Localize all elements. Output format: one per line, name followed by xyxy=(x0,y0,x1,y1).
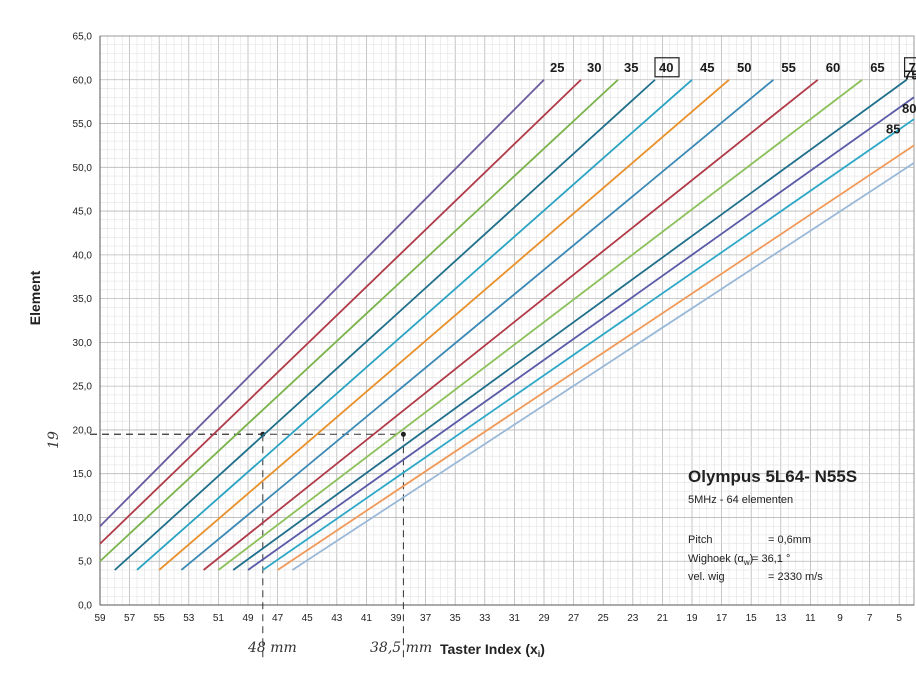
x-tick-label: 19 xyxy=(686,613,698,624)
series-line xyxy=(203,79,819,571)
x-tick-label: 17 xyxy=(716,613,728,624)
y-tick-label: 0,0 xyxy=(78,601,92,612)
series-label-75: 75 xyxy=(904,67,916,82)
x-tick-label: 27 xyxy=(568,613,580,624)
x-tick-label: 57 xyxy=(124,613,136,624)
series-label-30: 30 xyxy=(587,60,601,75)
series-line xyxy=(99,79,582,545)
y-tick-label: 65,0 xyxy=(73,32,93,43)
x-tick-label: 23 xyxy=(627,613,639,624)
x-tick-label: 51 xyxy=(213,613,225,624)
spec-angle-value: = 36,1 ° xyxy=(752,553,790,565)
y-tick-label: 55,0 xyxy=(73,119,93,130)
series-line xyxy=(114,79,656,571)
spec-angle-label: Wighoek (αw) xyxy=(688,553,753,567)
y-tick-label: 50,0 xyxy=(73,163,93,174)
series-label-60: 60 xyxy=(826,60,840,75)
handwritten-x-mark-1: 48 mm xyxy=(247,640,297,656)
y-tick-label: 30,0 xyxy=(73,338,93,349)
series-line xyxy=(262,118,915,571)
series-line xyxy=(136,79,693,571)
series-label-55: 55 xyxy=(781,60,795,75)
spec-pitch-label: Pitch xyxy=(688,534,712,546)
x-tick-label: 25 xyxy=(598,613,610,624)
series-line xyxy=(247,96,915,571)
series-line xyxy=(99,79,545,527)
series-line xyxy=(217,79,863,571)
series-label-70: 70 xyxy=(909,60,916,75)
spec-velocity-value: = 2330 m/s xyxy=(768,571,823,583)
x-tick-label: 47 xyxy=(272,613,284,624)
y-tick-label: 40,0 xyxy=(73,250,93,261)
y-tick-label: 20,0 xyxy=(73,425,93,436)
x-tick-label: 59 xyxy=(94,613,106,624)
x-tick-label: 41 xyxy=(361,613,373,624)
series-labels: 25303540455055606570758085 xyxy=(550,57,916,136)
guide-point xyxy=(400,431,406,437)
x-tick-label: 45 xyxy=(302,613,314,624)
x-tick-label: 43 xyxy=(331,613,343,624)
series-label-box xyxy=(654,57,680,78)
x-tick-label: 21 xyxy=(657,613,669,624)
x-tick-label: 39 xyxy=(390,613,402,624)
series-label-40: 40 xyxy=(659,60,673,75)
handwritten-y-mark: 19 xyxy=(46,431,62,449)
x-tick-label: 15 xyxy=(746,613,758,624)
y-tick-label: 10,0 xyxy=(73,513,93,524)
y-axis-title: Element xyxy=(27,270,43,325)
x-tick-label: 5 xyxy=(896,613,902,624)
series-label-80: 80 xyxy=(902,101,916,116)
x-tick-label: 53 xyxy=(183,613,195,624)
info-box: Olympus 5L64- N55S 5MHz - 64 elementen P… xyxy=(688,467,857,583)
series-label-45: 45 xyxy=(700,60,714,75)
y-tick-label: 5,0 xyxy=(78,557,92,568)
series-line xyxy=(158,79,730,571)
series-label-50: 50 xyxy=(737,60,751,75)
x-tick-label: 33 xyxy=(479,613,491,624)
chart-title: Olympus 5L64- N55S xyxy=(688,467,857,486)
series-label-85: 85 xyxy=(886,121,900,136)
y-tick-label: 35,0 xyxy=(73,294,93,305)
spec-pitch-value: = 0,6mm xyxy=(768,534,811,546)
spec-velocity-label: vel. wig xyxy=(688,571,725,583)
series-label-box xyxy=(903,57,916,78)
series-line xyxy=(291,162,915,571)
x-tick-label: 49 xyxy=(242,613,254,624)
x-tick-label: 13 xyxy=(775,613,787,624)
series-label-35: 35 xyxy=(624,60,638,75)
chart-subtitle: 5MHz - 64 elementen xyxy=(688,494,793,506)
y-tick-label: 15,0 xyxy=(73,469,93,480)
x-tick-label: 31 xyxy=(509,613,521,624)
handwritten-x-mark-2: 38,5 mm xyxy=(370,640,432,656)
x-tick-label: 11 xyxy=(805,613,816,624)
series-line xyxy=(277,144,915,571)
x-axis-title: Taster Index (xi) xyxy=(440,641,545,659)
x-tick-label: 37 xyxy=(420,613,432,624)
series-line xyxy=(232,79,908,571)
x-tick-label: 35 xyxy=(450,613,462,624)
y-tick-label: 25,0 xyxy=(73,382,93,393)
series-lines xyxy=(99,79,915,571)
series-line xyxy=(99,79,619,562)
series-line xyxy=(180,79,774,571)
y-tick-label: 60,0 xyxy=(73,75,93,86)
x-tick-label: 29 xyxy=(538,613,550,624)
x-tick-label: 7 xyxy=(867,613,873,624)
x-tick-label: 55 xyxy=(154,613,166,624)
y-tick-label: 45,0 xyxy=(73,207,93,218)
series-label-25: 25 xyxy=(550,60,564,75)
series-label-65: 65 xyxy=(870,60,884,75)
x-tick-label: 9 xyxy=(837,613,843,624)
axes: 59 57 55 53 51 49 47 45 43 41 39 37 35 33 31 29 27 25 23 21… xyxy=(73,32,915,624)
